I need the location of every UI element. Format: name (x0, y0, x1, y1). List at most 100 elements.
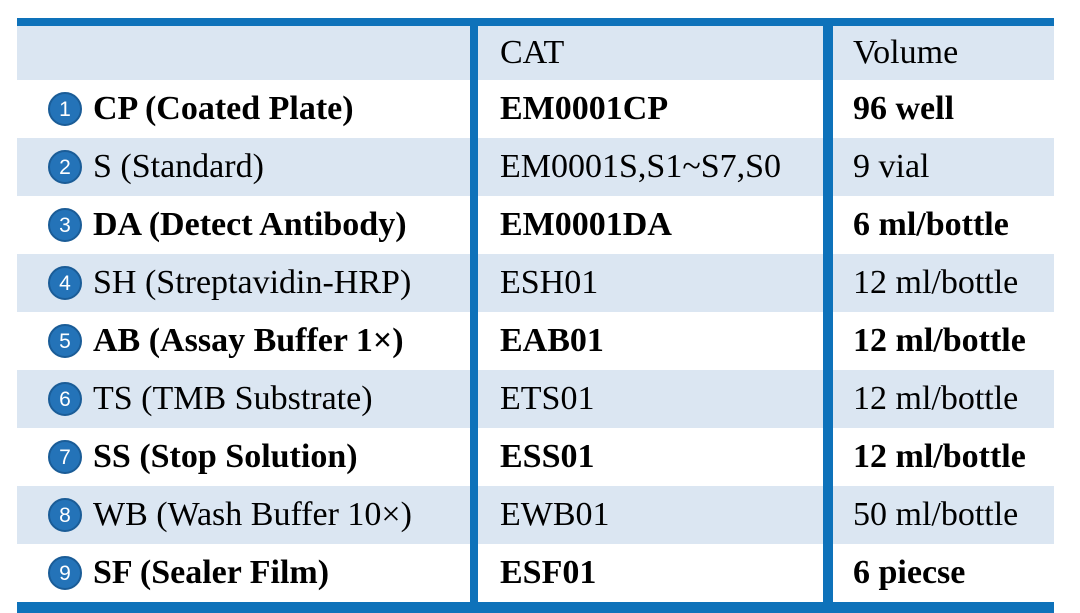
volume-value: 6 ml/bottle (853, 206, 1009, 243)
volume-cell: 12 ml/bottle (833, 370, 1054, 428)
column-divider (470, 312, 478, 370)
row-number-badge: 2 (48, 150, 82, 184)
column-divider (470, 544, 478, 602)
cat-value: ESH01 (500, 264, 599, 301)
column-divider (823, 254, 833, 312)
volume-cell: 6 ml/bottle (833, 196, 1054, 254)
cat-cell: ESF01 (478, 544, 823, 602)
column-divider (823, 26, 833, 80)
table-row: 4 SH (Streptavidin-HRP) ESH01 12 ml/bott… (17, 254, 1054, 312)
column-divider (470, 428, 478, 486)
component-label: SS (Stop Solution) (93, 438, 358, 475)
column-divider (823, 196, 833, 254)
row-number-badge: 1 (48, 92, 82, 126)
component-label: SF (Sealer Film) (93, 554, 330, 591)
volume-cell: 96 well (833, 80, 1054, 138)
cat-cell: EWB01 (478, 486, 823, 544)
table-bottom-border (17, 602, 1054, 613)
component-label: WB (Wash Buffer 10×) (93, 496, 412, 533)
cat-value: EWB01 (500, 496, 610, 533)
cat-cell: EM0001CP (478, 80, 823, 138)
table-row: 8 WB (Wash Buffer 10×) EWB01 50 ml/bottl… (17, 486, 1054, 544)
cat-cell: EM0001DA (478, 196, 823, 254)
row-number-badge: 5 (48, 324, 82, 358)
table-header-row: CAT Volume (17, 26, 1054, 80)
volume-cell: 50 ml/bottle (833, 486, 1054, 544)
cat-value: EM0001CP (500, 90, 669, 127)
cat-value: ETS01 (500, 380, 595, 417)
component-label: AB (Assay Buffer 1×) (93, 322, 404, 359)
table-row: 9 SF (Sealer Film) ESF01 6 piecse (17, 544, 1054, 602)
volume-value: 12 ml/bottle (853, 380, 1019, 417)
cat-cell: ESH01 (478, 254, 823, 312)
volume-cell: 6 piecse (833, 544, 1054, 602)
cat-value: EAB01 (500, 322, 604, 359)
component-cell: 6 TS (TMB Substrate) (17, 370, 470, 428)
volume-cell: 12 ml/bottle (833, 254, 1054, 312)
header-cell-volume: Volume (833, 26, 1054, 80)
table-row: 2 S (Standard) EM0001S,S1~S7,S0 9 vial (17, 138, 1054, 196)
column-divider (823, 138, 833, 196)
volume-value: 12 ml/bottle (853, 438, 1026, 475)
row-number-badge: 7 (48, 440, 82, 474)
table-row: 3 DA (Detect Antibody) EM0001DA 6 ml/bot… (17, 196, 1054, 254)
table-row: 6 TS (TMB Substrate) ETS01 12 ml/bottle (17, 370, 1054, 428)
volume-value: 12 ml/bottle (853, 264, 1019, 301)
column-divider (823, 544, 833, 602)
header-cell-component (17, 26, 470, 80)
header-cell-cat: CAT (478, 26, 823, 80)
column-divider (470, 254, 478, 312)
volume-cell: 12 ml/bottle (833, 312, 1054, 370)
header-label-volume: Volume (853, 34, 959, 71)
column-divider (470, 138, 478, 196)
volume-value: 50 ml/bottle (853, 496, 1019, 533)
header-label-cat: CAT (500, 34, 565, 71)
component-cell: 7 SS (Stop Solution) (17, 428, 470, 486)
column-divider (470, 26, 478, 80)
volume-value: 9 vial (853, 148, 930, 185)
component-cell: 2 S (Standard) (17, 138, 470, 196)
volume-cell: 12 ml/bottle (833, 428, 1054, 486)
cat-value: ESF01 (500, 554, 597, 591)
component-label: CP (Coated Plate) (93, 90, 354, 127)
cat-cell: ETS01 (478, 370, 823, 428)
column-divider (470, 370, 478, 428)
column-divider (823, 486, 833, 544)
row-number-badge: 6 (48, 382, 82, 416)
volume-cell: 9 vial (833, 138, 1054, 196)
cat-value: EM0001DA (500, 206, 672, 243)
column-divider (823, 80, 833, 138)
component-cell: 9 SF (Sealer Film) (17, 544, 470, 602)
column-divider (823, 428, 833, 486)
column-divider (470, 196, 478, 254)
row-number-badge: 4 (48, 266, 82, 300)
component-cell: 1 CP (Coated Plate) (17, 80, 470, 138)
component-cell: 4 SH (Streptavidin-HRP) (17, 254, 470, 312)
column-divider (470, 80, 478, 138)
cat-value: ESS01 (500, 438, 595, 475)
table-top-border (17, 18, 1054, 26)
row-number-badge: 9 (48, 556, 82, 590)
component-label: S (Standard) (93, 148, 264, 185)
volume-value: 6 piecse (853, 554, 966, 591)
component-cell: 3 DA (Detect Antibody) (17, 196, 470, 254)
component-label: SH (Streptavidin-HRP) (93, 264, 412, 301)
cat-value: EM0001S,S1~S7,S0 (500, 148, 782, 185)
component-label: DA (Detect Antibody) (93, 206, 407, 243)
component-cell: 8 WB (Wash Buffer 10×) (17, 486, 470, 544)
row-number-badge: 8 (48, 498, 82, 532)
table-body: 1 CP (Coated Plate) EM0001CP 96 well 2 S… (17, 80, 1054, 602)
row-number-badge: 3 (48, 208, 82, 242)
column-divider (470, 486, 478, 544)
component-cell: 5 AB (Assay Buffer 1×) (17, 312, 470, 370)
column-divider (823, 312, 833, 370)
component-label: TS (TMB Substrate) (93, 380, 373, 417)
volume-value: 96 well (853, 90, 955, 127)
table-row: 1 CP (Coated Plate) EM0001CP 96 well (17, 80, 1054, 138)
kit-components-table: CAT Volume 1 CP (Coated Plate) EM0001CP … (17, 18, 1054, 613)
cat-cell: ESS01 (478, 428, 823, 486)
volume-value: 12 ml/bottle (853, 322, 1026, 359)
cat-cell: EAB01 (478, 312, 823, 370)
column-divider (823, 370, 833, 428)
table-row: 7 SS (Stop Solution) ESS01 12 ml/bottle (17, 428, 1054, 486)
